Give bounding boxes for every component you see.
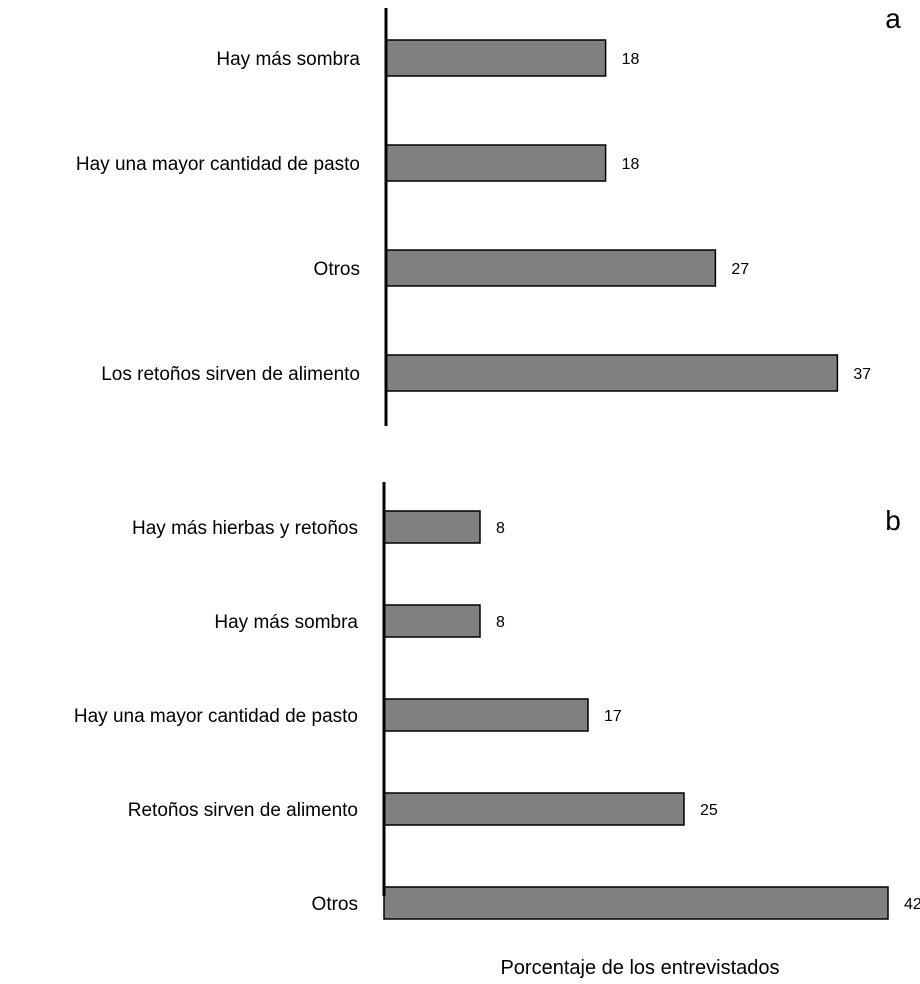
panel-label: b	[885, 505, 901, 536]
data-label-1: 8	[496, 520, 505, 537]
category-label-3: Hay una mayor cantidad de pasto	[74, 706, 358, 727]
category-label-3: Otros	[314, 259, 360, 280]
category-label-1: Hay más hierbas y retoños	[132, 518, 358, 539]
data-label-1: 18	[622, 51, 640, 68]
panel-a: 18 Hay más sombra 18 Hay una mayor cantidad…	[76, 3, 901, 426]
category-label-2: Hay más sombra	[214, 612, 358, 633]
bar-5	[383, 886, 889, 920]
category-label-1: Hay más sombra	[216, 49, 360, 70]
bar-2	[385, 144, 607, 182]
bar-1	[385, 39, 607, 77]
bar-3	[385, 249, 717, 287]
data-label-4: 37	[853, 366, 871, 383]
bar-3	[383, 698, 589, 732]
category-label-4: Los retoños sirven de alimento	[101, 364, 360, 385]
bar-2	[383, 604, 481, 638]
x-axis-label: Porcentaje de los entrevistados	[500, 957, 779, 979]
bar-1	[383, 510, 481, 544]
category-label-4: Retoños sirven de alimento	[128, 800, 358, 821]
panel-label: a	[885, 3, 901, 34]
bar-4	[383, 792, 685, 826]
data-label-3: 17	[604, 708, 622, 725]
bar-4	[385, 354, 839, 392]
data-label-3: 27	[731, 261, 749, 278]
data-label-2: 18	[622, 156, 640, 173]
data-label-5: 42	[904, 896, 920, 913]
category-label-5: Otros	[312, 894, 358, 915]
data-label-2: 8	[496, 614, 505, 631]
data-label-4: 25	[700, 802, 718, 819]
panel-b: 8 Hay más hierbas y retoños 8 Hay más sombr…	[74, 482, 920, 920]
category-label-2: Hay una mayor cantidad de pasto	[76, 154, 360, 175]
